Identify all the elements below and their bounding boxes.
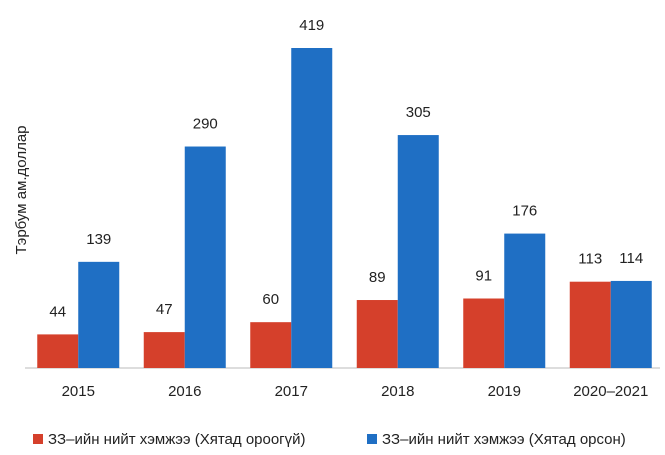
bar: [463, 298, 505, 368]
data-label: 60: [262, 291, 279, 308]
bar: [250, 322, 292, 368]
y-axis-label: Тэрбум ам.доллар: [13, 125, 30, 254]
bar: [143, 332, 185, 368]
data-label: 47: [156, 301, 173, 318]
legend-swatch: [367, 434, 377, 444]
bar: [37, 334, 79, 368]
legend-swatch: [33, 434, 43, 444]
bar: [610, 280, 652, 368]
x-tick-label: 2015: [62, 383, 95, 400]
bar: [569, 281, 611, 368]
data-label: 290: [193, 115, 218, 132]
x-tick-label: 2016: [168, 383, 201, 400]
x-tick-label: 2018: [381, 383, 414, 400]
x-tick-label: 2020–2021: [573, 383, 648, 400]
data-label: 114: [619, 250, 643, 267]
data-label: 176: [512, 203, 537, 220]
legend-label: ЗЗ–ийн нийт хэмжээ (Хятад орсон): [382, 431, 626, 448]
bar: [504, 233, 546, 368]
legend-label: ЗЗ–ийн нийт хэмжээ (Хятад ороогүй): [48, 431, 306, 448]
data-label: 113: [578, 251, 602, 268]
x-tick-label: 2019: [488, 383, 521, 400]
data-label: 305: [406, 104, 431, 121]
data-label: 89: [369, 269, 386, 286]
data-label: 139: [86, 231, 111, 248]
bar: [356, 300, 398, 368]
bar: [291, 48, 333, 368]
bar: [184, 146, 226, 368]
data-label: 91: [475, 267, 492, 284]
data-label: 419: [299, 17, 324, 34]
bar: [397, 135, 439, 368]
bar: [78, 261, 120, 368]
x-tick-label: 2017: [275, 383, 308, 400]
data-label: 44: [49, 303, 66, 320]
